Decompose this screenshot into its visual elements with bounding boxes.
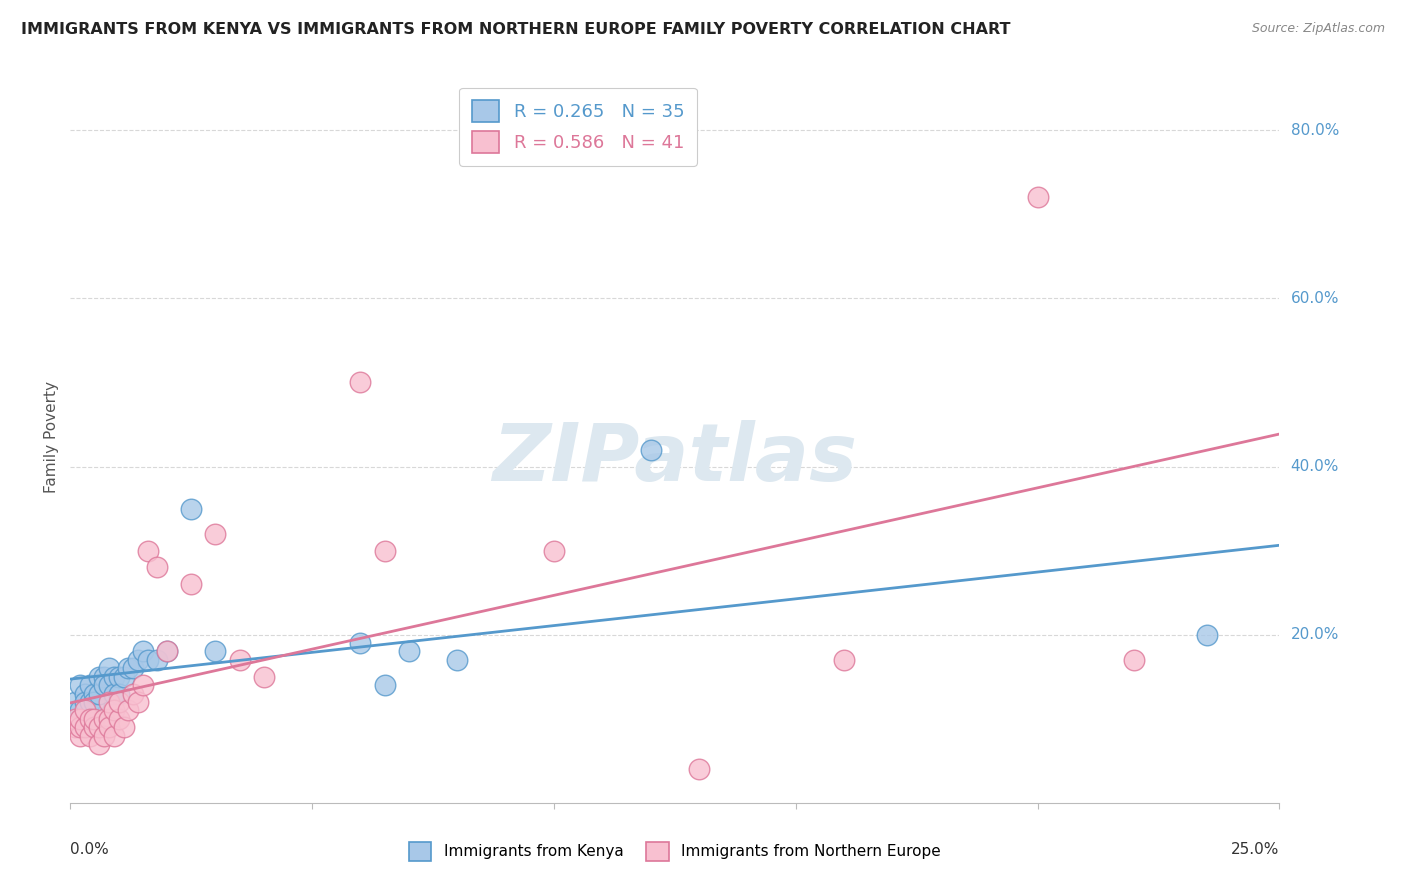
Point bbox=[69, 678, 91, 692]
Point bbox=[89, 670, 111, 684]
Point bbox=[688, 762, 710, 776]
Point bbox=[73, 703, 96, 717]
Point bbox=[73, 695, 96, 709]
Text: IMMIGRANTS FROM KENYA VS IMMIGRANTS FROM NORTHERN EUROPE FAMILY POVERTY CORRELAT: IMMIGRANTS FROM KENYA VS IMMIGRANTS FROM… bbox=[21, 22, 1011, 37]
Point bbox=[122, 686, 145, 700]
Point bbox=[63, 712, 86, 726]
Point bbox=[93, 712, 115, 726]
Point bbox=[103, 670, 125, 684]
Point bbox=[63, 695, 86, 709]
Point bbox=[132, 678, 155, 692]
Point bbox=[69, 712, 91, 726]
Legend: Immigrants from Kenya, Immigrants from Northern Europe: Immigrants from Kenya, Immigrants from N… bbox=[401, 834, 949, 868]
Point bbox=[73, 720, 96, 734]
Point bbox=[107, 686, 129, 700]
Point bbox=[1123, 653, 1146, 667]
Point bbox=[180, 577, 202, 591]
Point bbox=[446, 653, 468, 667]
Point bbox=[122, 661, 145, 675]
Point bbox=[103, 703, 125, 717]
Point bbox=[98, 661, 121, 675]
Point bbox=[93, 670, 115, 684]
Point bbox=[89, 720, 111, 734]
Point bbox=[69, 720, 91, 734]
Point bbox=[79, 695, 101, 709]
Point bbox=[180, 501, 202, 516]
Point bbox=[112, 670, 135, 684]
Point bbox=[83, 686, 105, 700]
Text: 60.0%: 60.0% bbox=[1291, 291, 1339, 306]
Point bbox=[73, 686, 96, 700]
Point bbox=[1195, 627, 1218, 641]
Point bbox=[107, 695, 129, 709]
Point bbox=[156, 644, 179, 658]
Text: Source: ZipAtlas.com: Source: ZipAtlas.com bbox=[1251, 22, 1385, 36]
Point bbox=[83, 695, 105, 709]
Point bbox=[83, 712, 105, 726]
Point bbox=[103, 729, 125, 743]
Point bbox=[204, 526, 226, 541]
Point bbox=[79, 729, 101, 743]
Point bbox=[107, 712, 129, 726]
Point bbox=[93, 729, 115, 743]
Point bbox=[98, 695, 121, 709]
Text: 20.0%: 20.0% bbox=[1291, 627, 1339, 642]
Point bbox=[136, 653, 159, 667]
Text: ZIPatlas: ZIPatlas bbox=[492, 420, 858, 498]
Point bbox=[98, 712, 121, 726]
Point bbox=[374, 678, 396, 692]
Text: 25.0%: 25.0% bbox=[1232, 842, 1279, 856]
Point bbox=[398, 644, 420, 658]
Point bbox=[832, 653, 855, 667]
Point bbox=[89, 737, 111, 751]
Point bbox=[640, 442, 662, 457]
Point bbox=[79, 678, 101, 692]
Point bbox=[69, 729, 91, 743]
Point bbox=[117, 661, 139, 675]
Point bbox=[136, 543, 159, 558]
Point bbox=[349, 636, 371, 650]
Point bbox=[374, 543, 396, 558]
Point bbox=[112, 720, 135, 734]
Point bbox=[93, 678, 115, 692]
Text: 40.0%: 40.0% bbox=[1291, 459, 1339, 474]
Text: 0.0%: 0.0% bbox=[70, 842, 110, 856]
Point bbox=[146, 560, 169, 574]
Point bbox=[146, 653, 169, 667]
Point bbox=[228, 653, 250, 667]
Point bbox=[204, 644, 226, 658]
Point bbox=[127, 653, 149, 667]
Point bbox=[156, 644, 179, 658]
Point bbox=[107, 670, 129, 684]
Point bbox=[253, 670, 276, 684]
Point bbox=[79, 712, 101, 726]
Point bbox=[543, 543, 565, 558]
Point bbox=[127, 695, 149, 709]
Point bbox=[349, 376, 371, 390]
Y-axis label: Family Poverty: Family Poverty bbox=[44, 381, 59, 493]
Point bbox=[63, 720, 86, 734]
Point bbox=[89, 686, 111, 700]
Point bbox=[132, 644, 155, 658]
Text: 80.0%: 80.0% bbox=[1291, 123, 1339, 137]
Point bbox=[98, 720, 121, 734]
Point bbox=[69, 703, 91, 717]
Point bbox=[98, 678, 121, 692]
Point bbox=[1026, 190, 1049, 204]
Point bbox=[83, 720, 105, 734]
Point bbox=[117, 703, 139, 717]
Point bbox=[103, 686, 125, 700]
